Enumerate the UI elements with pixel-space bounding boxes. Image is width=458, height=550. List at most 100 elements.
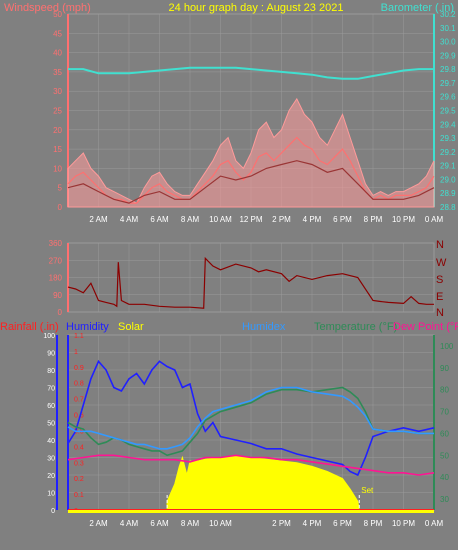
- windspeed-tick-label: 15: [53, 145, 62, 154]
- legend-label: Solar: [118, 321, 144, 333]
- time-tick-label: 10 AM: [209, 215, 232, 224]
- wind-direction-series: [67, 256, 434, 309]
- time-tick-label-bottom: 4 AM: [120, 519, 139, 528]
- windspeed-tick-label: 40: [53, 49, 62, 58]
- windspeed-tick-label: 0: [58, 203, 63, 212]
- wind-avg-series: [67, 160, 435, 204]
- time-tick-label: 2 PM: [272, 215, 291, 224]
- direction-tick-label: 270: [49, 256, 63, 265]
- direction-tick-label: 180: [49, 274, 63, 283]
- barometer-tick-label: 30.1: [440, 24, 456, 33]
- dew-point-series: [67, 454, 435, 476]
- rainfall-tick-label: 1.1: [74, 333, 84, 340]
- barometer-tick-label: 29.0: [440, 175, 456, 184]
- compass-label: N: [436, 239, 444, 251]
- humidity-tick-label: 50: [47, 421, 55, 428]
- legend-label: Humidity: [66, 321, 109, 333]
- time-tick-label-bottom: 6 AM: [150, 519, 169, 528]
- daylight-bar: [68, 510, 434, 513]
- wind-gust-series: [67, 97, 435, 208]
- sunset-label: Set: [361, 486, 374, 495]
- barometer-tick-label: 29.2: [440, 148, 456, 157]
- windspeed-tick-label: 35: [53, 68, 62, 77]
- humidity-tick-label: 90: [47, 351, 55, 358]
- temperature-panel: Rainfall (.in) Humidity Solar Humidex Temper…: [0, 321, 458, 528]
- time-tick-label: 10 PM: [392, 215, 415, 224]
- humidity-tick-label: 10: [47, 491, 55, 498]
- chart-title: 24 hour graph day : August 23 2021: [169, 2, 344, 14]
- legend-label: Rainfall (.in): [0, 321, 59, 333]
- time-tick-label-bottom: 2 PM: [272, 519, 291, 528]
- windspeed-tick-label: 20: [53, 126, 62, 135]
- rainfall-tick-label: 0.1: [74, 492, 84, 499]
- humidity-series: [67, 359, 435, 477]
- barometer-tick-label: 29.3: [440, 134, 456, 143]
- compass-label: N: [436, 307, 444, 319]
- compass-label: S: [436, 274, 443, 286]
- legend-label: Temperature (°F): [314, 321, 397, 333]
- barometer-tick-label: 29.6: [440, 93, 456, 102]
- windspeed-axis-title: Windspeed (mph): [4, 2, 91, 14]
- time-tick-label: 2 AM: [89, 215, 108, 224]
- legend-label: Dew Point (°F: [393, 321, 458, 333]
- temperature-tick-label: 80: [440, 386, 449, 395]
- direction-tick-label: 0: [58, 308, 63, 317]
- time-tick-label: 8 PM: [364, 215, 383, 224]
- time-tick-label: 8 AM: [181, 215, 200, 224]
- rainfall-tick-label: 0.6: [74, 413, 84, 420]
- temperature-tick-label: 30: [440, 495, 449, 504]
- direction-tick-label: 90: [53, 291, 62, 300]
- humidity-tick-label: 100: [43, 333, 55, 340]
- barometer-series: [68, 66, 434, 80]
- barometer-axis-title: Barometer (.in): [381, 2, 454, 14]
- barometer-tick-label: 30.2: [440, 10, 456, 19]
- humidex-series: [67, 386, 434, 450]
- wind-panel: 0 5 10 15 20 25 30 35 40 45 50 28.8 28.9 29.0 29.1 29.2…: [53, 10, 456, 224]
- temperature-tick-label: 100: [440, 342, 454, 351]
- temperature-tick-label: 90: [440, 364, 449, 373]
- time-tick-label-bottom: 10 PM: [392, 519, 415, 528]
- barometer-tick-label: 29.4: [440, 120, 456, 129]
- time-tick-label: 12 PM: [239, 215, 262, 224]
- barometer-tick-label: 29.5: [440, 107, 456, 116]
- humidity-tick-label: 30: [47, 456, 55, 463]
- time-tick-label: 6 PM: [333, 215, 352, 224]
- windspeed-tick-label: 30: [53, 87, 62, 96]
- time-tick-label-bottom: 10 AM: [209, 519, 232, 528]
- legend-label: Humidex: [242, 321, 286, 333]
- windspeed-tick-label: 45: [53, 29, 62, 38]
- humidity-tick-label: 40: [47, 438, 55, 445]
- barometer-tick-label: 28.8: [440, 203, 456, 212]
- rainfall-tick-label: 0.7: [74, 397, 84, 404]
- humidity-tick-label: 20: [47, 473, 55, 480]
- time-tick-label: 0 AM: [425, 215, 444, 224]
- time-tick-label: 4 PM: [303, 215, 322, 224]
- rainfall-tick-label: 0.2: [74, 476, 84, 483]
- compass-label: W: [436, 257, 447, 269]
- temperature-tick-label: 70: [440, 408, 449, 417]
- time-tick-label-bottom: 6 PM: [333, 519, 352, 528]
- humidity-tick-label: 60: [47, 403, 55, 410]
- temperature-tick-label: 60: [440, 429, 449, 438]
- barometer-tick-label: 29.7: [440, 79, 456, 88]
- direction-tick-label: 360: [49, 239, 63, 248]
- humidity-tick-label: 0: [51, 508, 55, 515]
- windspeed-tick-label: 5: [58, 184, 63, 193]
- rainfall-tick-label: 0.4: [74, 444, 84, 451]
- rainfall-tick-label: 0.3: [74, 460, 84, 467]
- barometer-tick-label: 29.8: [440, 65, 456, 74]
- time-tick-label-bottom: 8 PM: [364, 519, 383, 528]
- barometer-tick-label: 28.9: [440, 189, 456, 198]
- temperature-tick-label: 40: [440, 473, 449, 482]
- compass-label: E: [436, 291, 443, 303]
- barometer-tick-label: 29.1: [440, 162, 456, 171]
- time-tick-label-bottom: 4 PM: [303, 519, 322, 528]
- time-tick-label: 6 AM: [150, 215, 169, 224]
- rainfall-tick-label: 0.8: [74, 381, 84, 388]
- humidity-tick-label: 80: [47, 368, 55, 375]
- rainfall-tick-label: 1: [74, 349, 78, 356]
- barometer-tick-label: 29.9: [440, 51, 456, 60]
